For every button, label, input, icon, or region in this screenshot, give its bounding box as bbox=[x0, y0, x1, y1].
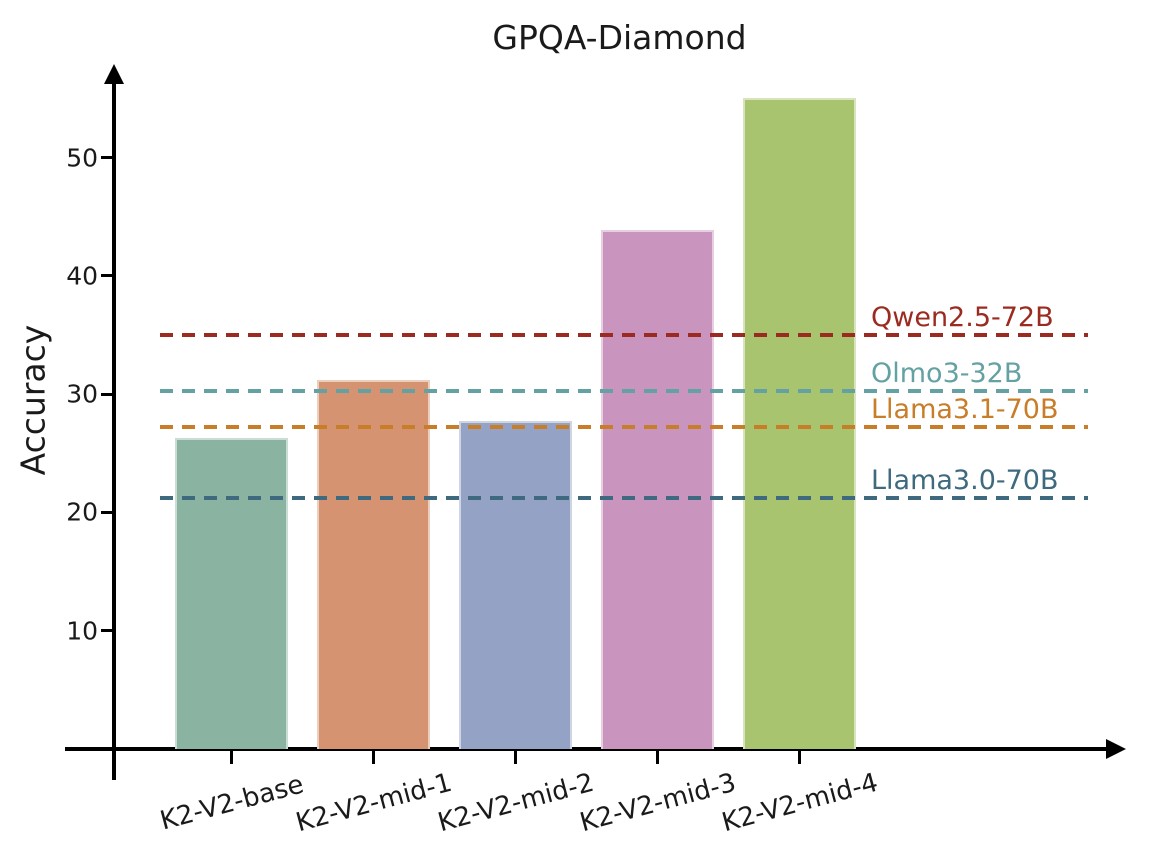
bar-K2-V2-mid-3 bbox=[601, 229, 714, 749]
ref-line-Llama3.0-70B bbox=[160, 496, 1088, 501]
x-axis-arrow-icon bbox=[1106, 739, 1126, 759]
x-tick-label-K2-V2-mid-4: K2-V2-mid-4 bbox=[718, 767, 881, 839]
ref-line-Olmo3-32B bbox=[160, 388, 1088, 393]
y-tick-label: 10 bbox=[66, 616, 98, 646]
ref-line-Llama3.1-70B bbox=[160, 425, 1088, 430]
ref-label-Llama3.1-70B: Llama3.1-70B bbox=[871, 394, 1059, 426]
x-tick-mark bbox=[514, 749, 517, 764]
ref-line-Qwen2.5-72B bbox=[160, 332, 1088, 337]
x-tick-label-K2-V2-mid-1: K2-V2-mid-1 bbox=[292, 767, 455, 839]
ref-label-Olmo3-32B: Olmo3-32B bbox=[871, 357, 1023, 389]
x-tick-mark bbox=[372, 749, 375, 764]
x-tick-mark bbox=[798, 749, 801, 764]
y-tick-mark bbox=[101, 392, 114, 396]
x-tick-mark bbox=[230, 749, 233, 764]
y-tick-label: 20 bbox=[66, 497, 98, 527]
ref-label-Llama3.0-70B: Llama3.0-70B bbox=[871, 465, 1059, 497]
bar-K2-V2-base bbox=[175, 437, 288, 749]
x-tick-mark bbox=[656, 749, 659, 764]
y-tick-label: 50 bbox=[66, 143, 98, 172]
y-axis-arrow-icon bbox=[104, 64, 124, 84]
y-tick-label: 40 bbox=[66, 261, 98, 291]
chart-title: GPQA-Diamond bbox=[492, 18, 747, 57]
bar-K2-V2-mid-1 bbox=[317, 379, 430, 749]
y-tick-mark bbox=[101, 156, 114, 159]
x-tick-label-K2-V2-base: K2-V2-base bbox=[156, 769, 307, 837]
y-tick-mark bbox=[101, 629, 114, 633]
bar-K2-V2-mid-4 bbox=[743, 98, 856, 749]
bar-K2-V2-mid-2 bbox=[459, 421, 572, 749]
x-tick-label-K2-V2-mid-3: K2-V2-mid-3 bbox=[576, 767, 739, 839]
y-tick-mark bbox=[101, 510, 114, 514]
ref-label-Qwen2.5-72B: Qwen2.5-72B bbox=[871, 301, 1054, 333]
y-axis-line bbox=[112, 80, 116, 780]
x-tick-label-K2-V2-mid-2: K2-V2-mid-2 bbox=[434, 767, 597, 839]
x-axis-line bbox=[65, 747, 1110, 751]
y-tick-label: 30 bbox=[66, 379, 98, 409]
y-tick-mark bbox=[101, 274, 114, 278]
